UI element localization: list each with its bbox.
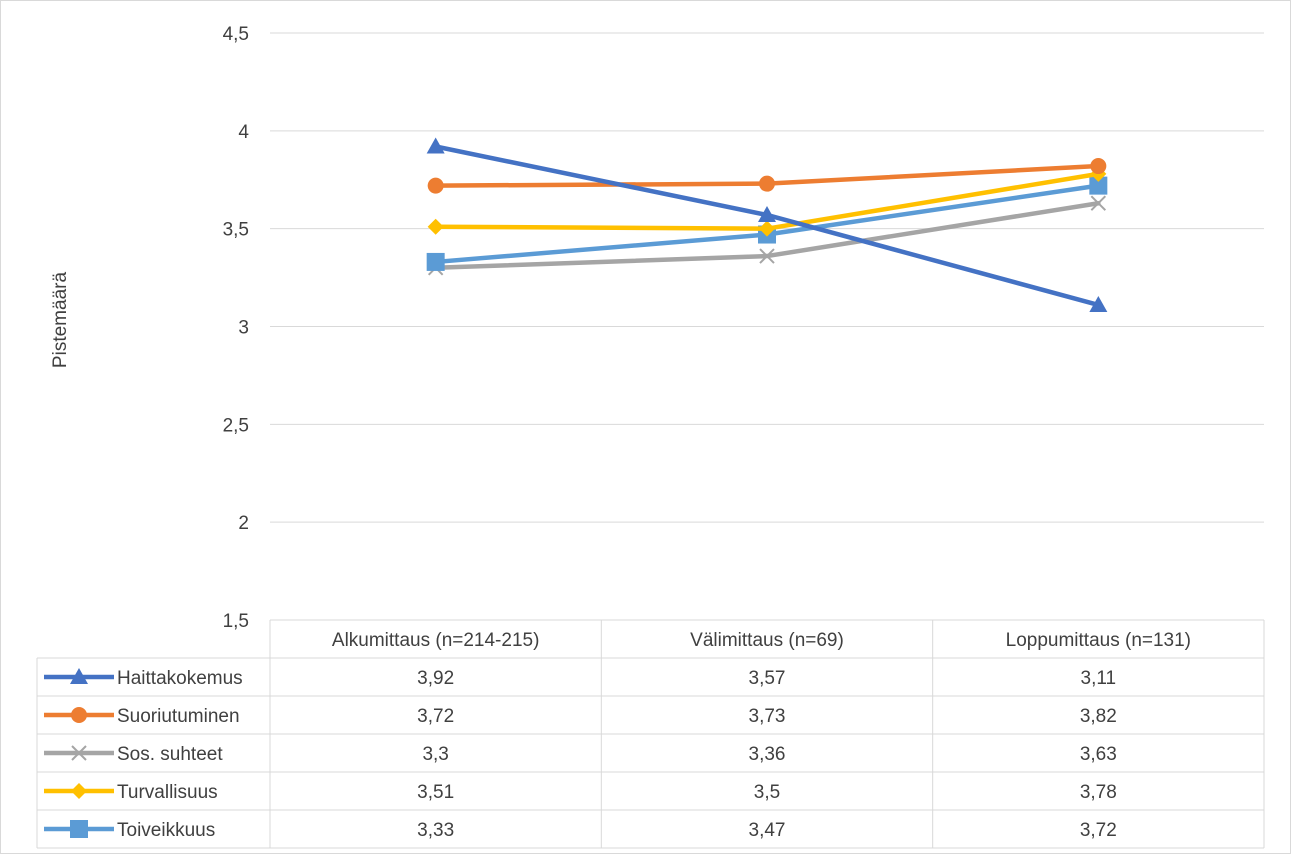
legend-key (44, 745, 114, 761)
data-point (71, 707, 87, 723)
data-point (427, 218, 444, 235)
data-point (1090, 158, 1107, 175)
data-point (70, 820, 88, 838)
legend-key (44, 668, 114, 684)
data-point (426, 137, 445, 154)
data-label: 3,51 (417, 782, 454, 803)
y-tick-label: 3 (238, 318, 249, 339)
y-axis-ticks: 1,5 2 2,5 3 3,5 4 4,5 (223, 24, 250, 632)
legend-label: Suoriutuminen (117, 706, 240, 727)
legend-label: Turvallisuus (117, 782, 218, 803)
data-label: 3,92 (417, 668, 454, 689)
legend-label: Toiveikkuus (117, 820, 215, 841)
data-point (426, 252, 445, 271)
data-label: 3,33 (417, 820, 454, 841)
legend-key (44, 783, 114, 799)
data-label: 3,63 (1080, 744, 1117, 765)
data-label: 3,57 (749, 668, 786, 689)
data-point (1089, 295, 1108, 312)
data-point (427, 177, 444, 194)
data-label: 3,5 (754, 782, 780, 803)
data-point (1090, 195, 1107, 211)
series-sos-suhteet (427, 195, 1107, 276)
data-point (70, 668, 88, 684)
data-label: 3,72 (1080, 820, 1117, 841)
data-point (1089, 176, 1108, 195)
data-label: 3,3 (422, 744, 448, 765)
data-label: 3,72 (417, 706, 454, 727)
data-point (759, 175, 775, 192)
data-label: 3,73 (749, 706, 786, 727)
legend-label: Sos. suhteet (117, 744, 223, 765)
category-header: Alkumittaus (n=214-215) (332, 630, 540, 651)
gridlines (270, 32, 1264, 523)
y-axis-label: Pistemäärä (50, 272, 71, 369)
data-label: 3,47 (749, 820, 786, 841)
series-lines (426, 137, 1108, 312)
y-tick-label: 2 (238, 513, 249, 534)
y-tick-label: 4 (238, 122, 249, 143)
y-tick-label: 2,5 (223, 415, 249, 436)
legend-key (44, 707, 114, 723)
series-turvallisuus (427, 165, 1107, 237)
data-point (71, 745, 87, 761)
data-point (759, 248, 775, 264)
data-point (758, 205, 776, 222)
category-header: Välimittaus (n=69) (690, 630, 844, 651)
series-suoriutuminen (427, 158, 1107, 194)
series-haittakokemus (426, 137, 1108, 312)
data-label: 3,36 (749, 744, 786, 765)
y-tick-label: 4,5 (223, 24, 249, 45)
data-label: 3,11 (1081, 668, 1117, 689)
legend-label: Haittakokemus (117, 668, 243, 689)
data-table: Alkumittaus (n=214-215) Välimittaus (n=69… (36, 619, 1265, 849)
data-point (759, 220, 775, 237)
y-tick-label: 3,5 (223, 220, 249, 241)
y-tick-label: 1,5 (223, 611, 249, 632)
legend-key (44, 820, 114, 838)
data-label: 3,82 (1080, 706, 1117, 727)
data-point (71, 783, 87, 799)
category-header: Loppumittaus (n=131) (1006, 630, 1191, 651)
data-label: 3,78 (1080, 782, 1117, 803)
